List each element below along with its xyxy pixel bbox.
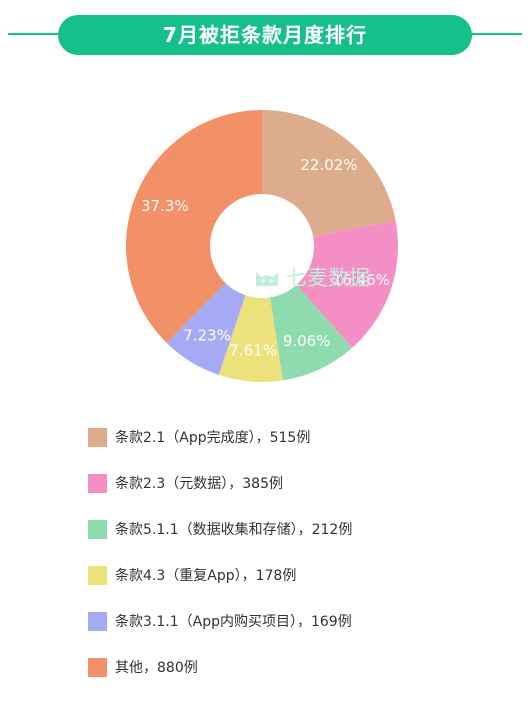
- legend-item-2: 条款2.3（元数据），385例: [88, 472, 352, 494]
- legend-item-5: 条款3.1.1（App内购买项目），169例: [88, 610, 352, 632]
- watermark-text: 七麦数据: [286, 266, 370, 290]
- pie-slice-2: [296, 220, 398, 348]
- donut-chart: 22.02% 16.46% 9.06% 7.61%7.23% 37.3%: [126, 110, 398, 382]
- header-line-right: [470, 33, 522, 35]
- pie-slice-6: [126, 110, 263, 343]
- legend-label: 其他，880例: [115, 660, 198, 676]
- slice-percent-label-3: 9.06%: [283, 332, 331, 350]
- slice-percent-label-4: 7.61%: [229, 342, 277, 360]
- slice-percent-label-1: 22.02%: [300, 156, 357, 174]
- header-line-left: [8, 33, 60, 35]
- slice-percent-label-2: 16.46%: [333, 271, 390, 289]
- legend-label: 条款3.1.1（App内购买项目），169例: [115, 614, 352, 630]
- watermark: 七麦数据: [252, 262, 370, 292]
- pie-slice-1: [262, 110, 396, 237]
- legend-label: 条款5.1.1（数据收集和存储），212例: [115, 522, 353, 538]
- legend-item-4: 条款4.3（重复App），178例: [88, 564, 352, 586]
- legend-swatch: [88, 519, 107, 539]
- legend-item-3: 条款5.1.1（数据收集和存储），212例: [88, 518, 352, 540]
- legend-swatch: [88, 657, 107, 677]
- legend-swatch: [88, 473, 107, 493]
- chart-legend: 条款2.1（App完成度），515例 条款2.3（元数据），385例条款5.1.1…: [88, 426, 352, 702]
- legend-item-6: 其他，880例: [88, 656, 352, 678]
- legend-swatch: [88, 565, 107, 585]
- cat-logo-icon: [256, 272, 278, 286]
- pie-slice-5: [166, 283, 246, 375]
- legend-swatch: [88, 611, 107, 631]
- slice-percent-label-6: 37.3%: [141, 197, 189, 215]
- legend-label: 条款2.1（App完成度），515例: [115, 430, 311, 446]
- slice-percent-label-5: 7.23%: [183, 326, 231, 344]
- pie-slice-3: [270, 284, 353, 381]
- legend-swatch: [88, 427, 107, 447]
- legend-label: 条款2.3（元数据），385例: [115, 476, 283, 492]
- legend-item-1: 条款2.1（App完成度），515例: [88, 426, 352, 448]
- chart-title: 7月被拒条款月度排行: [58, 15, 472, 55]
- pie-slice-4: [218, 295, 283, 382]
- legend-label: 条款4.3（重复App），178例: [115, 568, 297, 584]
